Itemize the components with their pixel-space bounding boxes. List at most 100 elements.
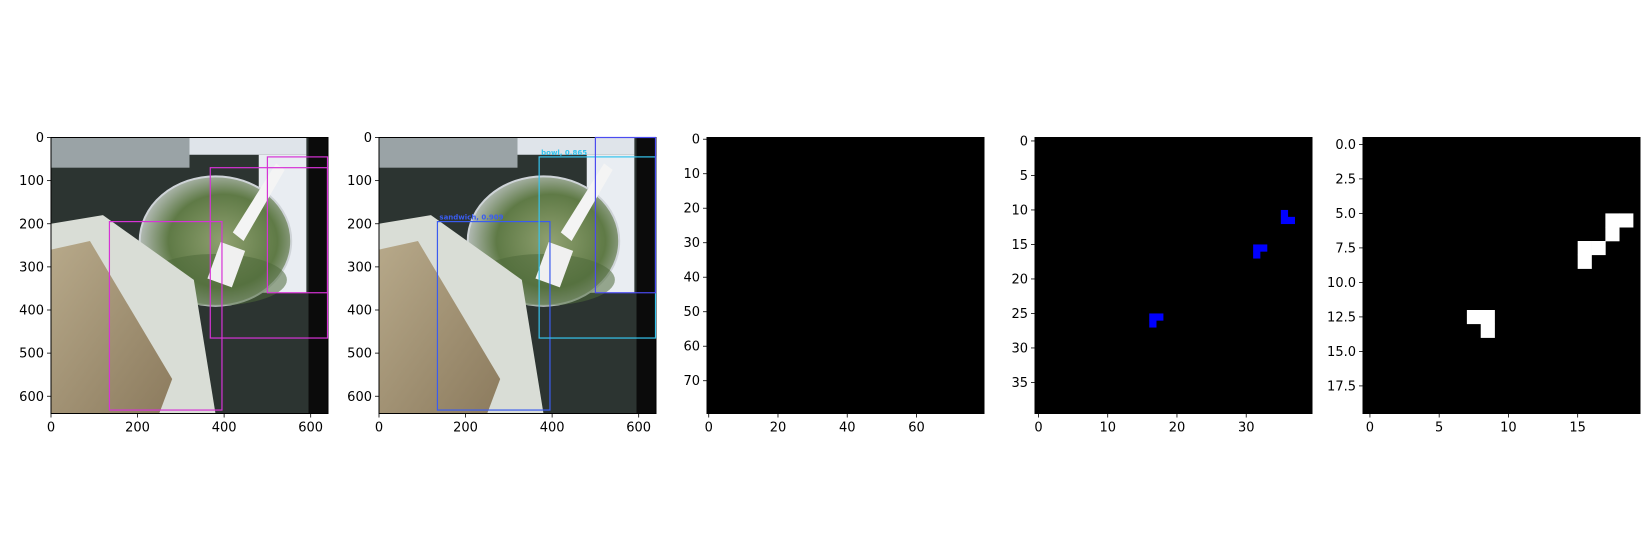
heatmap-cell — [1605, 213, 1620, 228]
heatmap-cell — [1287, 216, 1295, 225]
y-tick-label: 17.5 — [1327, 379, 1356, 394]
heatmap-cell — [1605, 227, 1620, 242]
x-tick-label: 200 — [453, 421, 478, 436]
y-tick-label: 200 — [19, 217, 44, 232]
heatmap-cell — [1280, 209, 1289, 218]
bounding-box-1 — [108, 220, 223, 411]
y-tick-label: 30 — [683, 236, 700, 251]
heatmap-cell — [1253, 251, 1261, 259]
x-tick-label: 40 — [839, 421, 856, 436]
box-label-2: bowl, 0.865 — [541, 149, 587, 157]
y-tick-label: 10.0 — [1327, 276, 1356, 291]
bounding-box-1 — [436, 220, 551, 411]
y-tick-label: 400 — [19, 304, 44, 319]
right-dark-strip — [636, 137, 656, 414]
heatmap-cell — [1619, 213, 1634, 228]
y-tick-label: 0 — [692, 133, 700, 148]
heatmap-cell — [1156, 313, 1164, 321]
x-tick-label: 60 — [908, 421, 925, 436]
x-tick-label: 5 — [1435, 421, 1443, 436]
y-tick-label: 500 — [19, 347, 44, 362]
heatmap-cell — [1591, 241, 1606, 256]
y-tick-label: 12.5 — [1327, 310, 1356, 325]
y-tick-label: 0 — [36, 131, 44, 146]
background-window — [517, 137, 635, 155]
y-tick-label: 20 — [1011, 272, 1028, 287]
y-tick-label: 20 — [683, 202, 700, 217]
y-tick-label: 15.0 — [1327, 345, 1356, 360]
y-tick-label: 300 — [347, 260, 372, 275]
y-tick-label: 600 — [19, 390, 44, 405]
x-tick-label: 10 — [1500, 421, 1517, 436]
x-tick-label: 10 — [1099, 421, 1116, 436]
heatmap-cell — [1577, 254, 1592, 269]
y-tick-label: 400 — [347, 304, 372, 319]
y-tick-label: 600 — [347, 390, 372, 405]
x-tick-label: 400 — [212, 421, 237, 436]
box-label-1: sandwich, 0.909 — [439, 214, 503, 222]
x-tick-label: 30 — [1238, 421, 1255, 436]
heatmap-cell — [1253, 244, 1261, 252]
y-tick-label: 35 — [1011, 376, 1028, 391]
y-tick-label: 100 — [347, 174, 372, 189]
heatmap-cell — [1149, 313, 1157, 321]
y-tick-label: 2.5 — [1335, 172, 1356, 187]
background-top — [51, 137, 190, 168]
fork-handle — [232, 163, 285, 241]
y-tick-label: 5 — [1020, 169, 1028, 184]
y-tick-label: 15 — [1011, 238, 1028, 253]
y-tick-label: 500 — [347, 347, 372, 362]
bounding-box-3 — [266, 156, 329, 294]
x-tick-label: 15 — [1569, 421, 1586, 436]
y-tick-label: 7.5 — [1335, 241, 1356, 256]
heatmap-cell — [1260, 244, 1268, 252]
x-tick-label: 20 — [770, 421, 787, 436]
y-tick-label: 0.0 — [1335, 138, 1356, 153]
y-tick-label: 10 — [1011, 203, 1028, 218]
heatmap-cell — [1577, 241, 1592, 256]
x-tick-label: 600 — [298, 421, 323, 436]
x-tick-label: 0 — [47, 421, 55, 436]
heatmap-cell — [1149, 320, 1157, 328]
x-tick-label: 200 — [125, 421, 150, 436]
x-tick-label: 0 — [375, 421, 383, 436]
fork-head — [207, 242, 246, 288]
y-tick-label: 5.0 — [1335, 207, 1356, 222]
bounding-box-3 — [594, 136, 657, 294]
heatmap-cell — [1480, 323, 1495, 338]
axes-frame — [1034, 137, 1313, 414]
x-tick-label: 0 — [705, 421, 713, 436]
right-dark-strip — [308, 137, 328, 414]
y-tick-label: 40 — [683, 271, 700, 286]
sandwich-bread — [379, 241, 501, 414]
x-tick-label: 0 — [1366, 421, 1374, 436]
y-tick-label: 70 — [683, 374, 700, 389]
y-tick-label: 10 — [683, 167, 700, 182]
y-tick-label: 0 — [364, 131, 372, 146]
x-tick-label: 20 — [1169, 421, 1186, 436]
sandwich-bread — [51, 241, 173, 414]
fork-handle — [560, 163, 613, 241]
x-tick-label: 0 — [1034, 421, 1042, 436]
heatmap-background-3 — [707, 137, 984, 414]
fork-head — [535, 242, 574, 288]
axes-frame — [1362, 137, 1641, 414]
photo-image-1 — [50, 137, 329, 414]
y-tick-label: 0 — [1020, 134, 1028, 149]
heatmap-cell — [1280, 216, 1289, 225]
x-tick-label: 600 — [626, 421, 651, 436]
y-tick-label: 50 — [683, 305, 700, 320]
y-tick-label: 30 — [1011, 341, 1028, 356]
axes-frame — [706, 137, 985, 414]
background-window — [189, 137, 307, 155]
y-tick-label: 200 — [347, 217, 372, 232]
heatmap-cell — [1466, 310, 1482, 325]
heatmap-background-4 — [1035, 137, 1312, 414]
y-tick-label: 60 — [683, 340, 700, 355]
y-tick-label: 300 — [19, 260, 44, 275]
y-tick-label: 25 — [1011, 307, 1028, 322]
heatmap-cell — [1480, 310, 1495, 325]
heatmap-background-5 — [1363, 137, 1640, 414]
y-tick-label: 100 — [19, 174, 44, 189]
